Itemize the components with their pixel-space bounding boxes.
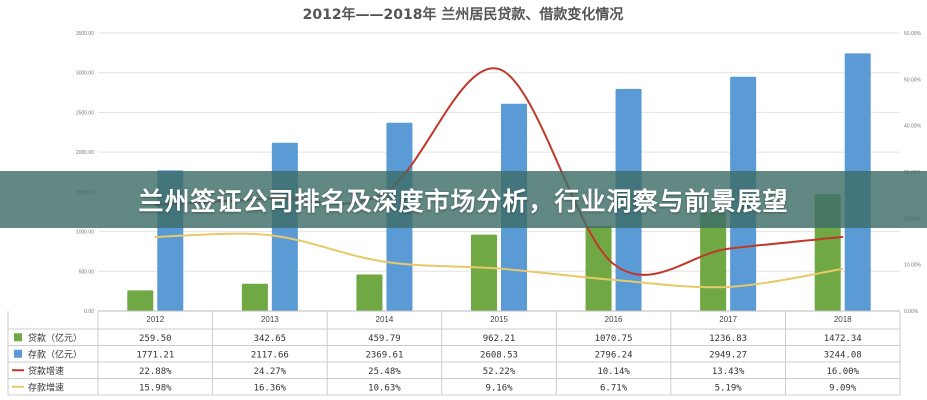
line-point — [727, 286, 729, 288]
table-cell: 6.71% — [600, 383, 628, 393]
overlay-banner: 兰州签证公司排名及深度市场分析，行业洞察与前景展望 — [0, 171, 927, 228]
banner-text: 兰州签证公司排名及深度市场分析，行业洞察与前景展望 — [138, 186, 789, 216]
legend-swatch — [14, 333, 22, 342]
table-cell: 16.00% — [826, 367, 859, 377]
table-cell: 342.65 — [254, 334, 287, 344]
y-right-tick-label: 50.00% — [904, 77, 922, 83]
line-point — [498, 68, 500, 70]
y-right-tick-label: 40.00% — [904, 124, 922, 130]
line-point — [612, 279, 615, 281]
bar-loan — [471, 234, 497, 311]
line-point — [154, 236, 157, 238]
chart-title: 2012年——2018年 兰州居民贷款、借款变化情况 — [303, 6, 624, 23]
x-tick-label: 2012 — [146, 315, 164, 324]
table-cell: 10.14% — [597, 367, 630, 377]
y-left-tick-label: 0.00 — [84, 309, 94, 315]
table-cell: 22.88% — [139, 367, 172, 377]
table-cell: 3244.08 — [824, 350, 862, 360]
table-cell: 459.79 — [368, 334, 401, 344]
line-point — [498, 267, 500, 270]
table-cell: 1070.75 — [595, 334, 633, 344]
table-cell: 13.43% — [712, 367, 745, 377]
legend-swatch — [14, 349, 22, 358]
table-cell: 259.50 — [139, 334, 172, 344]
x-tick-label: 2015 — [490, 315, 508, 324]
bar-loan — [127, 290, 154, 311]
x-tick-label: 2014 — [376, 315, 394, 324]
table-cell: 2949.27 — [709, 350, 747, 360]
table-cell: 25.48% — [368, 367, 401, 377]
table-cell: 52.22% — [483, 367, 516, 377]
y-left-tick-label: 500.00 — [79, 269, 95, 275]
table-cell: 2369.61 — [365, 350, 403, 360]
legend-label: 贷款（亿元） — [28, 332, 82, 343]
line-point — [841, 236, 844, 238]
table-cell: 2796.24 — [595, 350, 633, 360]
y-left-tick-label: 3500.00 — [76, 31, 94, 37]
legend-label: 存款增速 — [28, 381, 64, 392]
table-cell: 5.19% — [715, 383, 743, 393]
table-cell: 9.09% — [829, 383, 857, 393]
bar-loan — [241, 283, 268, 311]
y-left-tick-label: 2000.00 — [76, 150, 94, 156]
line-point — [383, 260, 386, 263]
y-left-tick-label: 1000.00 — [76, 230, 94, 236]
y-left-tick-label: 3000.00 — [76, 71, 94, 77]
table-cell: 962.21 — [483, 334, 516, 344]
x-tick-label: 2013 — [261, 315, 279, 324]
table-cell: 2117.66 — [251, 350, 289, 360]
table-cell: 1236.83 — [709, 334, 747, 344]
table-cell: 2608.53 — [480, 350, 518, 360]
table-cell: 10.63% — [368, 383, 401, 393]
table-cell: 1771.21 — [136, 350, 174, 360]
y-right-tick-label: 0.00% — [904, 309, 919, 315]
y-left-tick-label: 2500.00 — [76, 110, 94, 116]
line-point — [612, 263, 615, 265]
y-right-tick-label: 60.00% — [904, 31, 922, 37]
y-right-tick-label: 10.00% — [904, 263, 922, 269]
x-tick-label: 2018 — [834, 315, 852, 324]
line-point — [269, 234, 271, 236]
table-cell: 16.36% — [254, 383, 287, 393]
line-point — [841, 268, 844, 270]
legend-label: 存款（亿元） — [28, 348, 82, 359]
bar-loan — [356, 274, 383, 311]
table-cell: 15.98% — [139, 383, 172, 393]
x-tick-label: 2017 — [719, 315, 737, 324]
line-point — [727, 247, 729, 250]
x-tick-label: 2016 — [605, 315, 623, 324]
table-cell: 9.16% — [485, 383, 513, 393]
legend-label: 贷款增速 — [28, 365, 64, 376]
table-cell: 1472.34 — [824, 334, 862, 344]
table-cell: 24.27% — [254, 367, 287, 377]
bar-loan — [585, 225, 612, 311]
